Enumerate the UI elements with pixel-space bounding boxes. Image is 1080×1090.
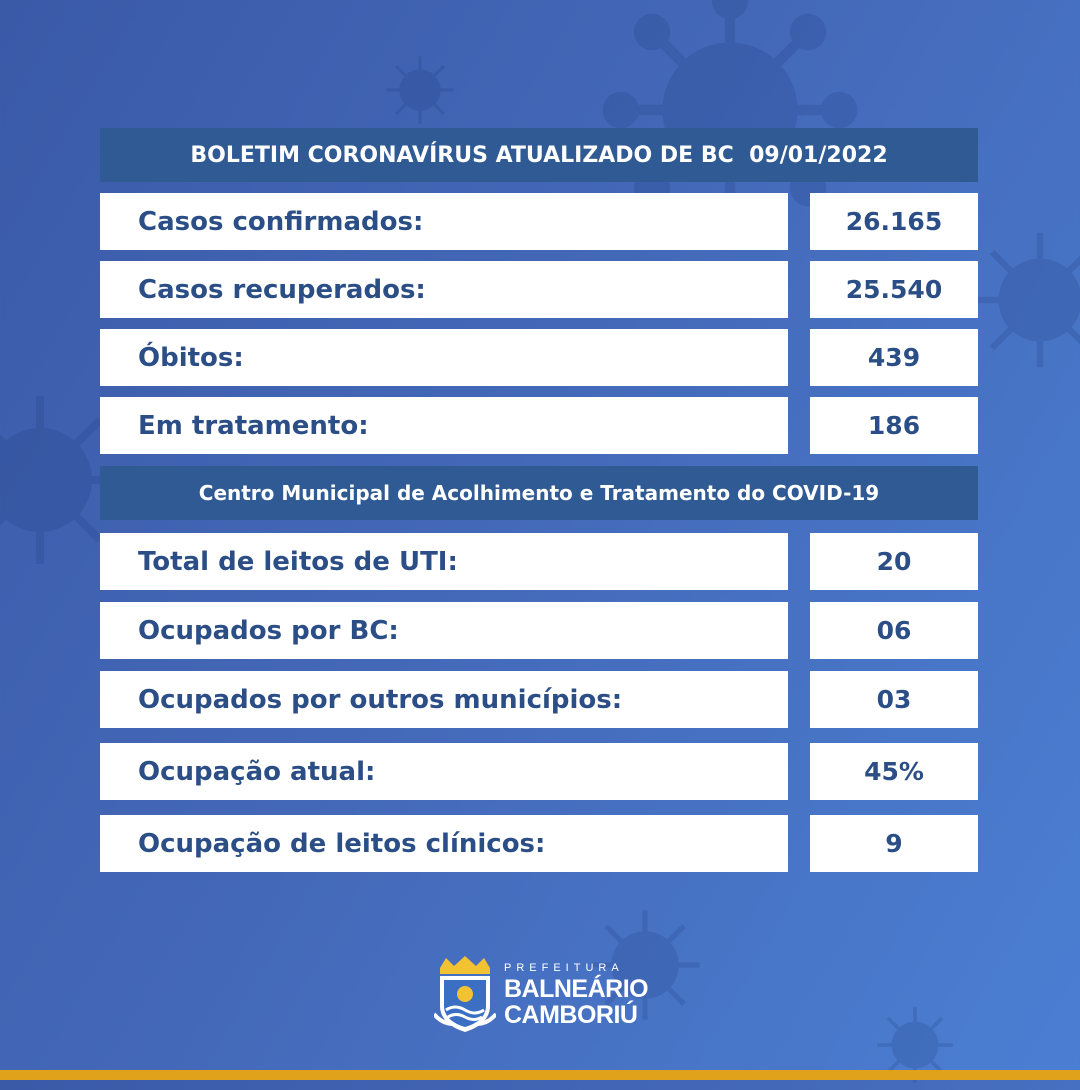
bulletin-title-text: BOLETIM CORONAVÍRUS ATUALIZADO DE BC 09/… [190, 142, 888, 168]
virus-decoration-icon [580, 900, 710, 1030]
bed-row-current-occupancy: Ocupação atual: 45% [100, 743, 978, 800]
stat-value: 439 [810, 329, 978, 386]
bed-row-occupied-other: Ocupados por outros municípios: 03 [100, 671, 978, 728]
virus-decoration-icon [0, 380, 140, 580]
section-title-text: Centro Municipal de Acolhimento e Tratam… [198, 481, 880, 505]
stat-label: Em tratamento: [100, 397, 788, 454]
bed-value: 45% [810, 743, 978, 800]
bed-value: 20 [810, 533, 978, 590]
bed-row-clinical: Ocupação de leitos clínicos: 9 [100, 815, 978, 872]
stat-value: 26.165 [810, 193, 978, 250]
bed-value: 9 [810, 815, 978, 872]
virus-decoration-icon [870, 1000, 960, 1090]
stat-label: Óbitos: [100, 329, 788, 386]
stat-label: Casos recuperados: [100, 261, 788, 318]
stat-row-deaths: Óbitos: 439 [100, 329, 978, 386]
stat-value: 25.540 [810, 261, 978, 318]
stat-value: 186 [810, 397, 978, 454]
bed-label: Total de leitos de UTI: [100, 533, 788, 590]
bed-label: Ocupação atual: [100, 743, 788, 800]
bed-label: Ocupados por outros municípios: [100, 671, 788, 728]
bed-label: Ocupação de leitos clínicos: [100, 815, 788, 872]
section-title: Centro Municipal de Acolhimento e Tratam… [100, 466, 978, 520]
bed-value: 03 [810, 671, 978, 728]
bed-value: 06 [810, 602, 978, 659]
prefeitura-logo: PREFEITURA BALNEÁRIO CAMBORIÚ [432, 954, 654, 1040]
logo-line-2: CAMBORIÚ [504, 1001, 638, 1029]
logo-wordmark: PREFEITURA BALNEÁRIO CAMBORIÚ [504, 962, 649, 1029]
virus-decoration-icon [380, 50, 460, 130]
logo-prefix: PREFEITURA [504, 962, 624, 974]
city-crest-icon [432, 954, 498, 1040]
stat-label: Casos confirmados: [100, 193, 788, 250]
bed-row-occupied-bc: Ocupados por BC: 06 [100, 602, 978, 659]
stat-row-recovered: Casos recuperados: 25.540 [100, 261, 978, 318]
bottom-accent-strip [0, 1070, 1080, 1080]
virus-decoration-icon [960, 220, 1080, 380]
bulletin-title: BOLETIM CORONAVÍRUS ATUALIZADO DE BC 09/… [100, 128, 978, 182]
stat-row-in-treatment: Em tratamento: 186 [100, 397, 978, 454]
logo-line-1: BALNEÁRIO [504, 975, 649, 1003]
bed-row-total-icu: Total de leitos de UTI: 20 [100, 533, 978, 590]
bed-label: Ocupados por BC: [100, 602, 788, 659]
stat-row-confirmed: Casos confirmados: 26.165 [100, 193, 978, 250]
